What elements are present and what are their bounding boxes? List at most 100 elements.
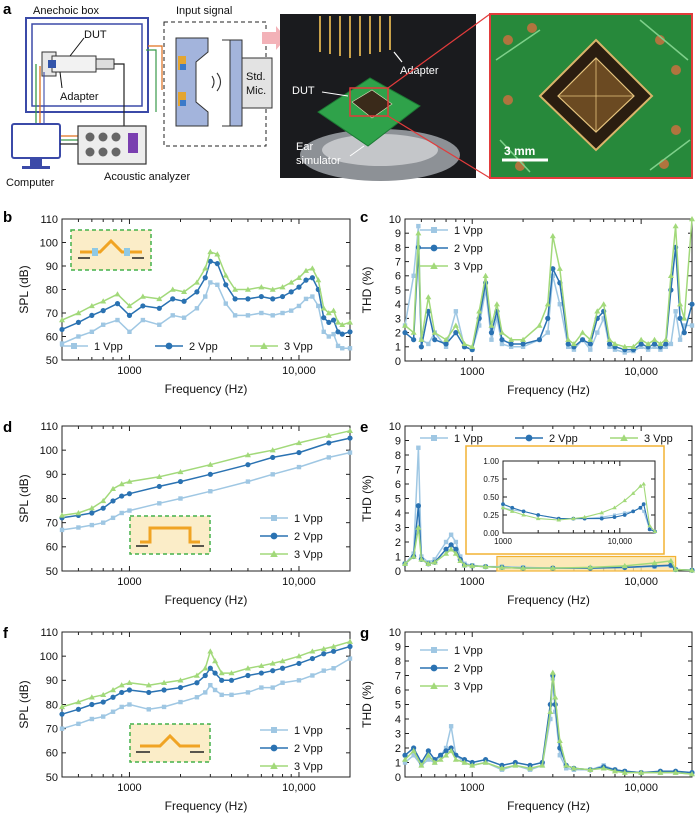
- data-point-3vpp: [461, 340, 468, 347]
- data-point-3vpp: [325, 310, 332, 316]
- data-point-2vpp: [347, 643, 353, 650]
- data-point-3vpp: [88, 694, 95, 700]
- x-tick-label: 10,000: [608, 537, 633, 546]
- y-tick-label: 2: [395, 743, 401, 755]
- y-tick-label: 50: [46, 355, 58, 367]
- data-point-3vpp: [418, 556, 425, 562]
- data-point-1vpp: [208, 489, 213, 494]
- data-point-3vpp: [410, 329, 417, 335]
- data-point-3vpp: [88, 505, 95, 511]
- y-tick-label: 6: [395, 479, 401, 491]
- legend-label: 2 Vpp: [454, 243, 483, 255]
- series-line-1vpp: [61, 281, 350, 350]
- data-point-1vpp: [100, 714, 106, 719]
- data-point-2vpp: [622, 513, 627, 517]
- data-point-1vpp: [595, 330, 600, 335]
- data-point-3vpp: [218, 670, 225, 676]
- y-tick-label: 110: [40, 214, 58, 226]
- x-tick-label: 10,000: [624, 366, 658, 378]
- data-point-2vpp: [89, 312, 95, 318]
- data-point-2vpp: [448, 542, 454, 548]
- data-point-3vpp: [88, 302, 95, 309]
- y-tick-label: 0.50: [483, 493, 499, 502]
- data-point-3vpp: [638, 769, 645, 775]
- y-tick-label: 70: [46, 518, 58, 530]
- data-point-1vpp: [682, 323, 687, 328]
- data-point-1vpp: [178, 496, 183, 501]
- data-point-1vpp: [402, 760, 408, 765]
- data-point-1vpp: [100, 322, 106, 327]
- y-tick-label: 10: [389, 421, 401, 433]
- data-point-3vpp: [544, 301, 551, 307]
- data-point-2vpp: [100, 505, 106, 511]
- data-point-3vpp: [309, 265, 316, 271]
- x-axis-title: Frequency (Hz): [165, 382, 248, 396]
- y-axis-title: THD (%): [360, 681, 374, 728]
- data-point-3vpp: [549, 669, 556, 675]
- data-point-3vpp: [100, 497, 107, 504]
- data-point-2vpp: [214, 261, 220, 267]
- y-tick-label: 7: [395, 670, 401, 682]
- data-point-2vpp: [194, 680, 200, 686]
- data-point-3vpp: [75, 510, 82, 516]
- data-point-1vpp: [89, 716, 95, 722]
- data-point-3vpp: [347, 319, 353, 325]
- data-point-1vpp: [157, 322, 162, 327]
- data-point-3vpp: [202, 265, 209, 271]
- data-point-2vpp: [309, 655, 315, 662]
- y-tick-label: 90: [46, 261, 58, 273]
- data-point-3vpp: [582, 514, 587, 519]
- y-tick-label: 100: [40, 445, 58, 457]
- data-point-3vpp: [571, 516, 576, 521]
- y-tick-label: 4: [395, 299, 401, 311]
- photo-adapter-label: Adapter: [400, 65, 439, 77]
- data-point-3vpp: [309, 648, 316, 654]
- data-point-2vpp: [245, 672, 251, 679]
- data-point-3vpp: [431, 559, 438, 565]
- legend-label: 1 Vpp: [454, 433, 483, 445]
- data-point-3vpp: [482, 272, 489, 278]
- legend-label: 3 Vpp: [284, 341, 313, 353]
- data-point-1vpp: [76, 721, 81, 727]
- data-point-3vpp: [269, 447, 276, 453]
- photo-setup: Adapter DUT Ear simulator: [280, 14, 476, 181]
- y-tick-label: 110: [40, 627, 58, 639]
- data-point-3vpp: [461, 759, 468, 765]
- y-tick-label: 60: [46, 331, 58, 343]
- y-tick-label: 80: [46, 284, 58, 296]
- data-point-2vpp: [279, 665, 286, 671]
- data-point-2vpp: [100, 699, 106, 705]
- data-point-3vpp: [657, 769, 664, 775]
- legend-marker: [525, 434, 533, 442]
- data-point-3vpp: [156, 473, 163, 479]
- data-point-3vpp: [611, 340, 618, 347]
- panel-letter-b: b: [3, 209, 12, 226]
- data-point-2vpp: [177, 684, 184, 691]
- data-point-2vpp: [453, 330, 459, 336]
- data-point-1vpp: [321, 329, 326, 334]
- series-line-2vpp: [61, 645, 351, 715]
- data-point-1vpp: [140, 317, 146, 323]
- data-point-2vpp: [114, 301, 121, 307]
- data-point-3vpp: [244, 286, 251, 292]
- data-point-3vpp: [279, 658, 286, 664]
- data-point-1vpp: [303, 296, 309, 302]
- x-tick-label: 10,000: [624, 576, 658, 588]
- data-point-2vpp: [59, 711, 65, 717]
- chart-d: 50 60 70 80 90 100 110 1000 10,000 Frequency (Hz)…: [17, 421, 353, 607]
- y-tick-label: 8: [395, 656, 401, 668]
- y-tick-label: 90: [46, 675, 58, 687]
- series-line-2vpp: [61, 437, 351, 519]
- data-point-1vpp: [127, 508, 132, 513]
- data-point-1vpp: [115, 317, 120, 323]
- data-point-1vpp: [219, 692, 224, 698]
- data-point-1vpp: [563, 766, 569, 771]
- data-point-1vpp: [588, 347, 593, 352]
- data-point-1vpp: [520, 344, 526, 349]
- data-point-3vpp: [244, 665, 251, 671]
- data-point-2vpp: [75, 319, 82, 325]
- y-tick-label: 100: [40, 651, 58, 663]
- data-point-2vpp: [207, 471, 213, 477]
- y-tick-label: 50: [46, 772, 58, 784]
- legend-entry-1vpp: 1 Vpp: [60, 341, 123, 353]
